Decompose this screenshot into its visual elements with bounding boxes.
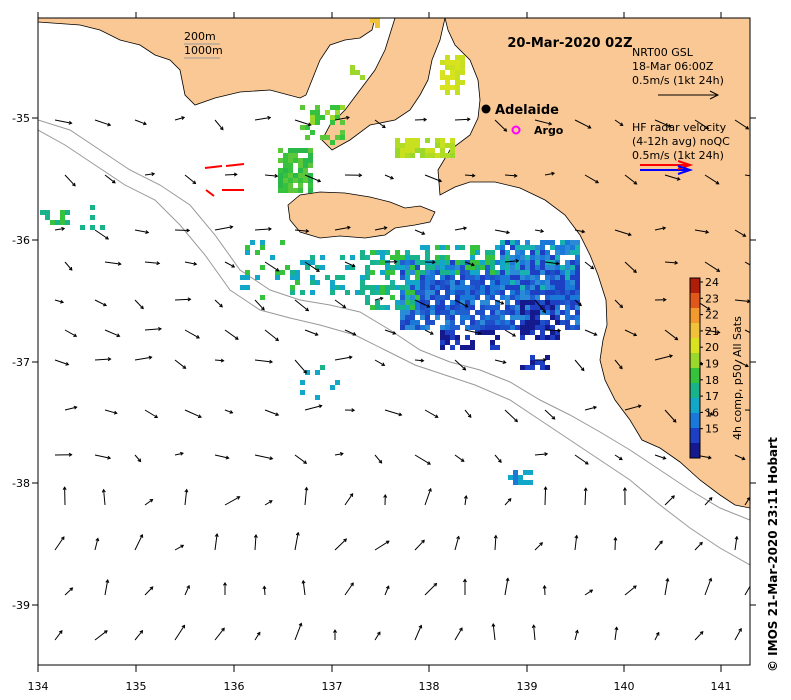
- colorbar-swatch: [690, 338, 700, 354]
- adelaide-marker: [481, 104, 491, 114]
- colorbar-tick: 16: [705, 406, 719, 419]
- argo-marker: [511, 125, 521, 135]
- contour-200m: [38, 119, 750, 521]
- colorbar-tick: 19: [705, 358, 719, 371]
- radar-legend-line1: HF radar velocity: [632, 121, 727, 134]
- x-tick-label: 136: [224, 680, 245, 693]
- x-tick-label: 134: [28, 680, 49, 693]
- colorbar-swatch: [690, 308, 700, 324]
- colorbar-tick: 18: [705, 374, 719, 387]
- x-tick-label: 140: [614, 680, 635, 693]
- radar-legend-line3: 0.5m/s (1kt 24h): [632, 149, 724, 162]
- gsl-legend: NRT00 GSL 18-Mar 06:00Z 0.5m/s (1kt 24h): [632, 46, 724, 100]
- argo-label: Argo: [534, 124, 564, 137]
- depth-legend-200m: 200m: [184, 30, 216, 43]
- gsl-legend-line2: 18-Mar 06:00Z: [632, 60, 714, 73]
- colorbar-swatch: [690, 368, 700, 384]
- map-title: 20-Mar-2020 02Z: [507, 36, 632, 51]
- colorbar-tick: 21: [705, 325, 719, 338]
- axis-ticks: [32, 12, 756, 672]
- eyre-peninsula: [38, 18, 376, 106]
- colorbar-label: 4h comp, p50, All Sats: [731, 316, 744, 440]
- colorbar-swatch: [690, 323, 700, 339]
- plot-frame: [37, 17, 751, 666]
- gsl-legend-line3: 0.5m/s (1kt 24h): [632, 74, 724, 87]
- y-tick-label: -35: [12, 112, 30, 125]
- contour-1000m: [38, 129, 750, 566]
- kangaroo-island: [287, 191, 436, 239]
- y-tick-label: -36: [12, 234, 30, 247]
- colorbar-tick: 17: [705, 390, 719, 403]
- x-tick-labels: 134 135 136 137 138 139 140 141: [28, 680, 732, 693]
- y-tick-label: -39: [12, 599, 30, 612]
- x-tick-label: 137: [322, 680, 343, 693]
- x-tick-label: 138: [419, 680, 440, 693]
- depth-legend-1000m: 1000m: [184, 44, 223, 57]
- colorbar-swatch: [690, 383, 700, 399]
- credit-line: © IMOS 21-Mar-2020 23:11 Hobart: [766, 437, 780, 672]
- colorbar-swatch: [690, 353, 700, 369]
- y-tick-labels: -35 -36 -37 -38 -39: [12, 112, 30, 612]
- colorbar-tick: 24: [705, 276, 719, 289]
- colorbar-tick: 23: [705, 292, 719, 305]
- colorbar-swatch: [690, 278, 700, 294]
- colorbar-tick: 20: [705, 341, 719, 354]
- y-tick-label: -37: [12, 356, 30, 369]
- colorbar: 24 23 22 21 20 19 18 17 16 15: [689, 276, 719, 459]
- x-tick-label: 139: [517, 680, 538, 693]
- mainland: [437, 18, 750, 509]
- adelaide-label: Adelaide: [495, 103, 559, 118]
- x-tick-label: 135: [126, 680, 147, 693]
- radar-legend-line2: (4-12h avg) noQC: [632, 135, 730, 148]
- colorbar-swatch: [690, 443, 700, 459]
- depth-legend: 200m 1000m: [184, 30, 223, 59]
- colorbar-tick: 22: [705, 309, 719, 322]
- y-tick-label: -38: [12, 477, 30, 490]
- colorbar-swatch: [690, 428, 700, 444]
- current-arrows: [54, 115, 750, 641]
- x-tick-label: 141: [711, 680, 732, 693]
- radar-legend: HF radar velocity (4-12h avg) noQC 0.5m/…: [632, 121, 730, 175]
- gsl-legend-line1: NRT00 GSL: [632, 46, 694, 59]
- yorke-peninsula: [321, 18, 446, 151]
- colorbar-swatch: [690, 398, 700, 414]
- radar-vectors: [204, 163, 245, 197]
- colorbar-swatch: [690, 293, 700, 309]
- colorbar-swatch: [690, 413, 700, 429]
- colorbar-tick: 15: [705, 423, 719, 436]
